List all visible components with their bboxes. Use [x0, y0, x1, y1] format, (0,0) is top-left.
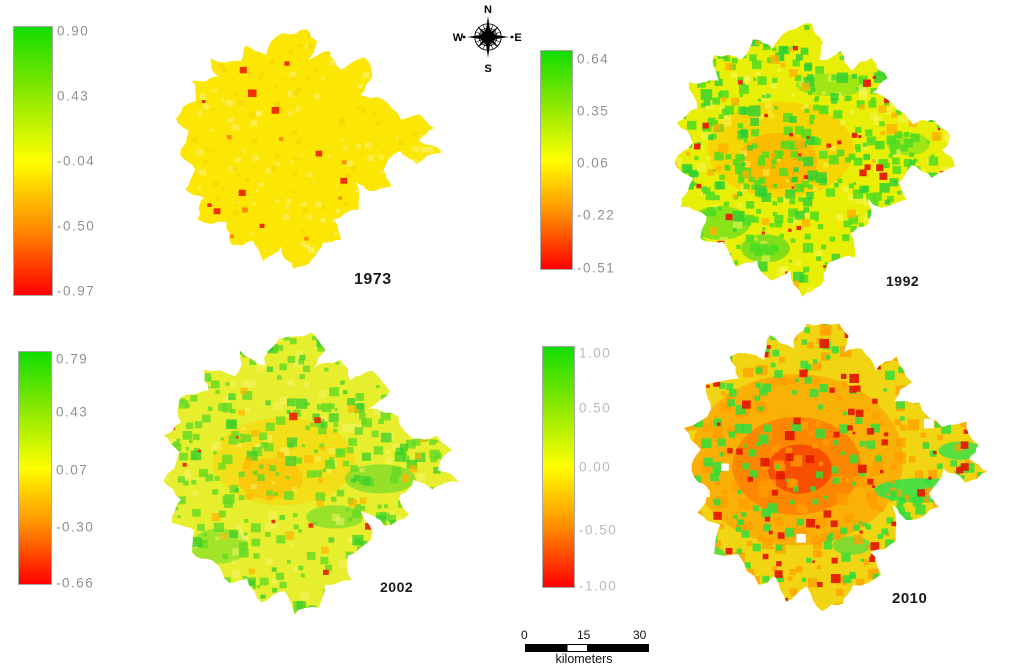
compass-east-label: E	[514, 32, 521, 44]
scale-bar: 0 15 30 kilometers	[519, 628, 649, 666]
colorbar-tick: 0.00	[579, 459, 612, 475]
year-label-1973: 1973	[354, 271, 392, 288]
compass-south-label: S	[484, 63, 491, 74]
compass-north-label: N	[484, 4, 492, 16]
colorbar-tick: 1.00	[579, 345, 612, 361]
colorbar-tick: -0.51	[577, 260, 616, 276]
compass-west-label: W	[453, 32, 464, 44]
colorbar-tick: 0.90	[57, 23, 90, 39]
colorbar-tick: -0.50	[57, 218, 96, 234]
colorbar-1992	[540, 50, 573, 270]
colorbar-tick: 0.64	[577, 51, 610, 67]
colorbar-tick: -0.66	[56, 575, 95, 591]
colorbar-2002	[18, 351, 52, 585]
scale-tick-30: 30	[633, 628, 647, 642]
colorbar-2002-gradient	[19, 352, 51, 584]
colorbar-tick: 0.06	[577, 155, 610, 171]
colorbar-tick: 0.79	[56, 351, 89, 367]
map-1992	[674, 23, 955, 297]
scale-bar-unit: kilometers	[555, 652, 613, 666]
year-label-2010: 2010	[892, 590, 928, 607]
colorbar-tick: -0.04	[57, 153, 96, 169]
colorbar-tick: 0.43	[56, 404, 89, 420]
colorbar-1992-gradient	[541, 51, 572, 269]
colorbar-tick: 0.35	[577, 103, 610, 119]
colorbar-tick: -0.30	[56, 519, 95, 535]
scale-tick-0: 0	[521, 628, 528, 642]
year-label-1992: 1992	[886, 273, 920, 289]
compass-star	[462, 16, 514, 58]
scale-tick-15: 15	[577, 628, 591, 642]
year-label-2002: 2002	[380, 579, 414, 595]
colorbar-1973-gradient	[14, 27, 52, 295]
map-1973	[176, 29, 442, 269]
colorbar-tick: -0.22	[577, 207, 616, 223]
map-2002	[163, 332, 460, 615]
colorbar-tick: -0.97	[57, 283, 96, 299]
colorbar-2010-gradient	[543, 347, 574, 587]
colorbar-tick: 0.07	[56, 462, 89, 478]
colorbar-tick: -0.50	[579, 522, 618, 538]
colorbar-tick: -1.00	[579, 578, 618, 594]
colorbar-1973	[13, 26, 53, 296]
colorbar-2010	[542, 346, 575, 588]
compass-rose: N E S W	[453, 4, 522, 74]
colorbar-tick: 0.50	[579, 400, 612, 416]
map-2010	[684, 323, 988, 612]
colorbar-tick: 0.43	[57, 88, 90, 104]
scale-bar-rule	[525, 644, 649, 652]
